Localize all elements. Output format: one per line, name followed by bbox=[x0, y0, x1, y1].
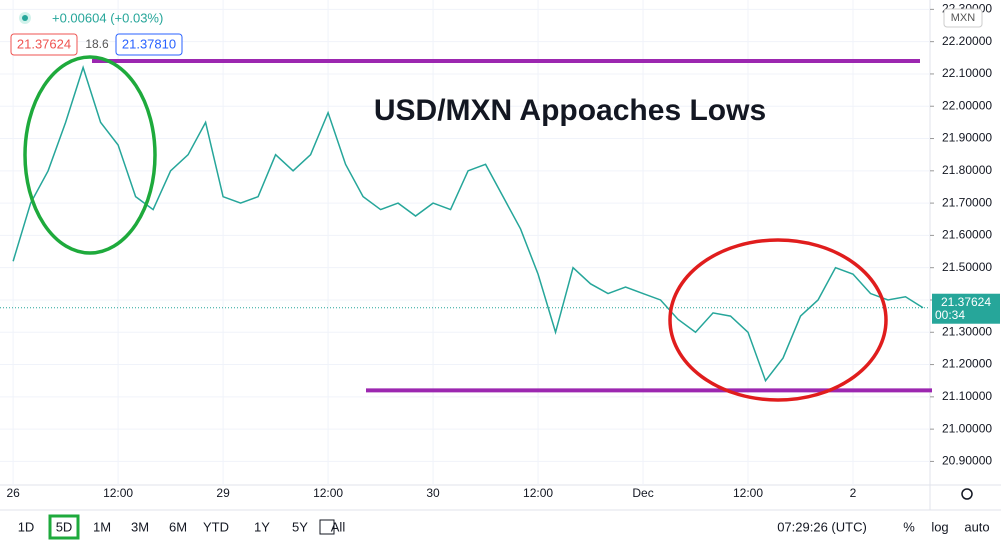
currency: MXN bbox=[951, 12, 976, 24]
y-tick-label: 22.10000 bbox=[942, 66, 992, 80]
countdown: 00:34 bbox=[935, 308, 965, 322]
range-selected bbox=[48, 514, 80, 540]
toolbar: 1D 5D 1M 3M 6M YTD 1Y 5Y All 07:29:26 (UTC)% log au… bbox=[18, 514, 990, 540]
currency-box[interactable] bbox=[943, 8, 983, 28]
x-tick-label: 29 bbox=[216, 486, 230, 500]
plot bbox=[0, 59, 932, 393]
clock: 07:29:26 (UTC) bbox=[777, 519, 867, 534]
highlight-ellipse bbox=[668, 238, 888, 402]
option-button[interactable]: auto bbox=[964, 519, 989, 534]
price-label-bg bbox=[932, 293, 1000, 324]
price-line bbox=[12, 65, 924, 383]
price-label: 21.37624 bbox=[941, 295, 991, 309]
y-tick-label: 21.60000 bbox=[942, 228, 992, 242]
change: +0.00604 (+0.03%) bbox=[52, 10, 163, 25]
range-button[interactable]: 5D bbox=[56, 519, 73, 534]
option-button[interactable]: log bbox=[931, 519, 948, 534]
bid: 21.37624 bbox=[17, 36, 71, 51]
y-tick-label: 21.30000 bbox=[942, 324, 992, 338]
x-tick-label: 12:00 bbox=[523, 486, 553, 500]
x-tick-label: 30 bbox=[426, 486, 440, 500]
x-tick-label: 12:00 bbox=[313, 486, 343, 500]
option-button[interactable]: % bbox=[903, 519, 915, 534]
range-button[interactable]: 3M bbox=[131, 519, 149, 534]
range-button[interactable]: 6M bbox=[169, 519, 187, 534]
y-tick-label: 21.50000 bbox=[942, 260, 992, 274]
compare-icon[interactable] bbox=[319, 519, 335, 535]
range-button[interactable]: 1D bbox=[18, 519, 35, 534]
chart-title: USD/MXN Appoaches Lows bbox=[374, 94, 766, 127]
range-button[interactable]: All bbox=[331, 519, 346, 534]
y-tick-label: 20.90000 bbox=[942, 454, 992, 468]
x-tick-label: 12:00 bbox=[103, 486, 133, 500]
range-button[interactable]: 5Y bbox=[292, 519, 308, 534]
bid-box[interactable] bbox=[10, 33, 78, 56]
status-dot bbox=[22, 15, 28, 21]
y-tick-label: 21.80000 bbox=[942, 163, 992, 177]
x-tick-label: 2 bbox=[850, 486, 857, 500]
ask: 21.37810 bbox=[122, 36, 176, 51]
y-tick-label: 21.20000 bbox=[942, 357, 992, 371]
settings-icon[interactable] bbox=[961, 488, 973, 500]
grid: 20.90000 21.00000 21.10000 21.20000 21.30000… bbox=[0, 0, 992, 500]
spread: 18.6 bbox=[85, 37, 109, 51]
highlight-ellipse bbox=[23, 55, 157, 255]
x-tick-label: 12:00 bbox=[733, 486, 763, 500]
range-button[interactable]: 1M bbox=[93, 519, 111, 534]
range-button[interactable]: YTD bbox=[203, 519, 229, 534]
y-tick-label: 21.00000 bbox=[942, 421, 992, 435]
range-button[interactable]: 1Y bbox=[254, 519, 270, 534]
ask-box[interactable] bbox=[115, 33, 183, 56]
y-tick-label: 22.20000 bbox=[942, 34, 992, 48]
x-tick-label: 26 bbox=[6, 486, 20, 500]
x-tick-label: Dec bbox=[632, 486, 653, 500]
y-tick-label: 21.70000 bbox=[942, 195, 992, 209]
y-tick-label: 21.10000 bbox=[942, 389, 992, 403]
y-tick-label: 22.00000 bbox=[942, 98, 992, 112]
y-tick-label: 21.90000 bbox=[942, 131, 992, 145]
